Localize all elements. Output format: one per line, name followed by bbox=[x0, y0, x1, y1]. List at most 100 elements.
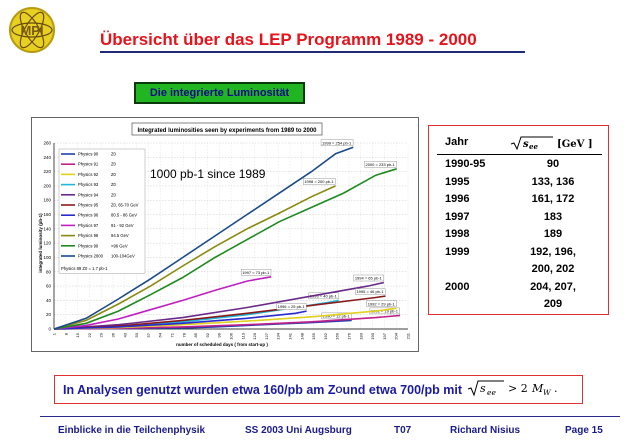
table-row: 1998 189 bbox=[429, 228, 610, 245]
x-tick-label: 134 bbox=[276, 332, 281, 339]
footer-author: Richard Nisius bbox=[450, 425, 521, 436]
series-end-label-box bbox=[364, 161, 397, 168]
series-end-label-text: 2000 = 233 pb-1 bbox=[365, 162, 395, 167]
x-tick-label: 57 bbox=[146, 332, 151, 337]
summary-superscript: O bbox=[335, 384, 343, 395]
svg-text:.: . bbox=[554, 382, 558, 395]
legend-entry-name: Physics 94 bbox=[78, 192, 99, 197]
series-end-label: 2000 = 233 pb-1 bbox=[364, 161, 397, 168]
header-year: Jahr bbox=[445, 136, 469, 148]
legend-entry-tag: >96 GeV bbox=[111, 243, 128, 248]
footer-code: T07 bbox=[394, 425, 412, 436]
legend-entry-name: Physics 93 bbox=[78, 182, 99, 187]
x-tick-label: 120 bbox=[252, 332, 257, 339]
table-value: 183 bbox=[543, 210, 563, 223]
title-underline bbox=[100, 51, 525, 53]
legend-entry-tag: Z0 bbox=[111, 182, 117, 187]
svg-text:> 2: > 2 bbox=[508, 382, 528, 395]
table-value: 204, 207, bbox=[530, 280, 576, 293]
legend-entry-tag: 80.5 - 86 GeV bbox=[111, 213, 137, 218]
legend-entry-name: Physics 98 bbox=[78, 233, 99, 238]
series-line bbox=[53, 146, 354, 330]
x-tick-label: 197 bbox=[382, 332, 387, 339]
x-tick-label: 162 bbox=[323, 332, 328, 339]
table-row: 2000 204, 207, bbox=[429, 281, 610, 298]
chart-title: Integrated luminosities seen by experime… bbox=[137, 128, 317, 134]
table-header: Jahr s ee [GeV ] bbox=[429, 136, 610, 153]
subtitle-text: Die integrierte Luminosität bbox=[149, 87, 290, 99]
table-year: 1995 bbox=[445, 175, 470, 188]
legend-entry-name: Physics 90 bbox=[78, 152, 99, 157]
legend-entry-tag: 100-104GeV bbox=[111, 254, 135, 259]
table-value: 200, 202 bbox=[531, 263, 575, 275]
y-tick-label: 160 bbox=[43, 212, 51, 217]
x-tick-label: 78 bbox=[181, 332, 186, 337]
series-end-label-text: 1999 = 254 pb-1 bbox=[322, 140, 352, 145]
legend-entry-tag: Z0 bbox=[111, 192, 117, 197]
series-end-label-text: 1991 = 19 pb-1 bbox=[371, 308, 399, 313]
series-end-label-text: 1996 = 25 pb-1 bbox=[278, 304, 306, 309]
y-tick-label: 180 bbox=[43, 198, 51, 203]
x-tick-label: 29 bbox=[99, 332, 104, 337]
svg-text:s: s bbox=[523, 139, 529, 150]
series-end-label-text: 1994 = 65 pb-1 bbox=[355, 276, 383, 281]
x-tick-label: 15 bbox=[75, 332, 80, 337]
y-tick-label: 40 bbox=[46, 298, 52, 303]
legend-entry-tag: Z0 bbox=[111, 162, 117, 167]
footer-left: Einblicke in die Teilchenphysik bbox=[58, 425, 206, 436]
series-line bbox=[53, 276, 272, 330]
x-tick-label: 64 bbox=[158, 332, 163, 337]
table-row: 1997 183 bbox=[429, 211, 610, 228]
table-year: 1998 bbox=[445, 228, 470, 240]
summary-text: In Analysen genutzt wurden etwa 160/pb a… bbox=[63, 382, 336, 397]
subtitle-box: Die integrierte Luminosität bbox=[134, 82, 305, 104]
series-end-label-text: 1995 = 46 pb-1 bbox=[356, 289, 384, 294]
series-end-label: 1996 = 25 pb-1 bbox=[276, 303, 307, 310]
y-tick-label: 220 bbox=[43, 169, 51, 174]
table-value: 209 bbox=[543, 298, 563, 310]
x-tick-label: 169 bbox=[335, 332, 340, 339]
x-tick-label: 190 bbox=[370, 332, 375, 339]
x-tick-label: 176 bbox=[347, 332, 352, 339]
x-tick-label: 148 bbox=[299, 332, 304, 339]
legend-footer: Physics 89 Z0 = 1.7 pb-1 bbox=[61, 266, 108, 271]
x-tick-label: 204 bbox=[394, 332, 399, 339]
series-end-label: 1995 = 46 pb-1 bbox=[355, 288, 386, 295]
series-end-label-box bbox=[366, 300, 397, 307]
table-row: 1999 192, 196, bbox=[429, 246, 610, 263]
series-line bbox=[53, 168, 397, 330]
series-end-label-box bbox=[353, 274, 384, 282]
series-end-label-box bbox=[355, 288, 386, 295]
x-tick-label: 71 bbox=[170, 332, 175, 337]
legend-entry-name: Physics 91 bbox=[78, 162, 99, 167]
x-tick-label: 155 bbox=[311, 332, 316, 339]
x-tick-label: 113 bbox=[240, 332, 245, 339]
series-line bbox=[53, 281, 385, 330]
series-end-label: 1999 = 254 pb-1 bbox=[320, 139, 354, 146]
table-year: 1996 bbox=[445, 193, 470, 205]
x-tick-label: 211 bbox=[406, 332, 411, 339]
x-tick-label: 8 bbox=[63, 332, 68, 335]
table-value: 161, 172 bbox=[531, 193, 575, 205]
x-axis-label: number of scheduled days ( from start-up… bbox=[176, 342, 268, 347]
legend-box bbox=[58, 148, 146, 274]
series-end-label-text: 1998 = 200 pb-1 bbox=[304, 179, 334, 184]
table-row: 200, 202 bbox=[429, 263, 610, 280]
chart-annotation-main: 1000 pb-1 since 1989 bbox=[150, 167, 266, 181]
series-end-label-text: 1992 = 29 pb-1 bbox=[368, 301, 396, 306]
y-tick-label: 240 bbox=[43, 155, 51, 160]
legend-entry-name: Physics 2000 bbox=[78, 254, 104, 259]
legend-entry-name: Physics 99 bbox=[78, 243, 99, 248]
series-end-label-text: 1990 = 12 pb-1 bbox=[323, 313, 351, 318]
chart-svg: Integrated luminosities seen by experime… bbox=[38, 122, 411, 347]
svg-text:s: s bbox=[480, 382, 486, 395]
x-tick-label: 1 bbox=[52, 332, 57, 335]
legend-entry-tag: Z0 bbox=[111, 152, 117, 157]
series-line bbox=[53, 310, 307, 330]
y-tick-label: 100 bbox=[43, 255, 51, 260]
legend-entry-name: Physics 96 bbox=[78, 213, 99, 218]
legend-entry-name: Physics 95 bbox=[78, 203, 99, 208]
legend-entry-name: Physics 92 bbox=[78, 172, 99, 177]
y-tick-label: 200 bbox=[43, 183, 51, 188]
y-axis-label: integrated luminosity (pb-1) bbox=[38, 213, 43, 273]
